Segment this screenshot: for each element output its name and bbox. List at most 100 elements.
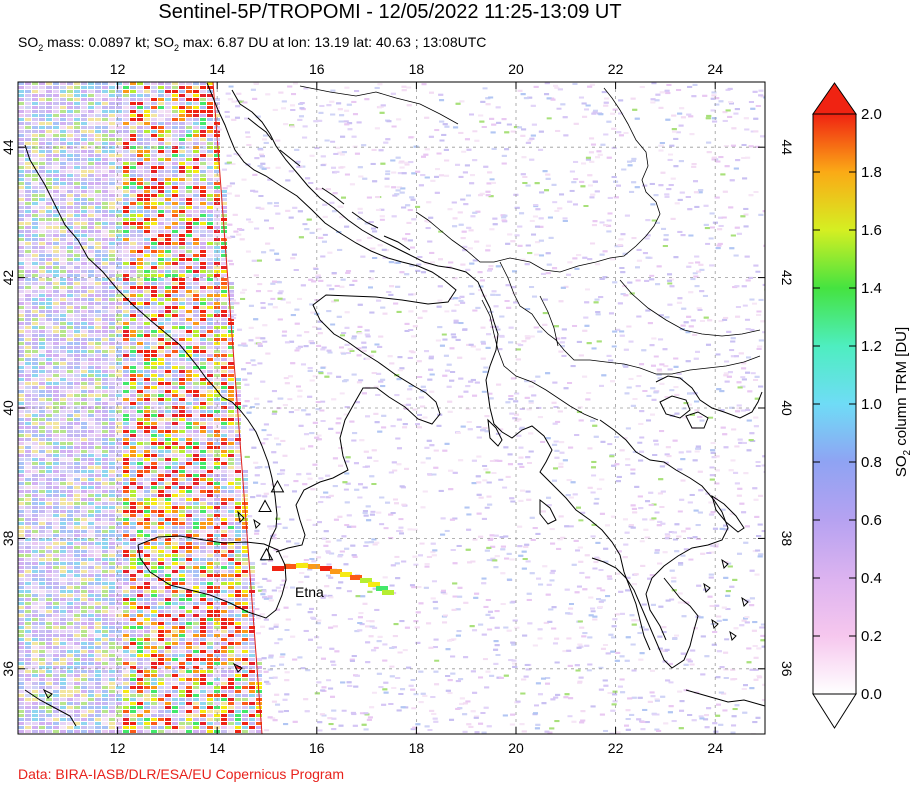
so2-pixel xyxy=(186,470,192,473)
so2-pixel xyxy=(102,102,108,105)
so2-pixel xyxy=(53,370,59,373)
so2-pixel xyxy=(60,130,66,133)
so2-pixel xyxy=(81,446,87,449)
so2-pixel xyxy=(144,202,150,205)
so2-pixel xyxy=(158,610,164,613)
so2-pixel xyxy=(151,466,157,469)
so2-pixel xyxy=(81,558,87,561)
so2-pixel xyxy=(116,622,122,625)
so2-pixel xyxy=(186,422,192,425)
so2-pixel xyxy=(95,590,101,593)
so2-pixel xyxy=(74,118,80,121)
so2-pixel xyxy=(130,110,136,113)
so2-pixel xyxy=(95,86,101,89)
so2-pixel xyxy=(158,350,164,353)
so2-pixel xyxy=(130,694,136,697)
so2-pixel xyxy=(46,186,52,189)
so2-pixel xyxy=(137,594,143,597)
so2-pixel xyxy=(172,662,178,665)
so2-pixel xyxy=(151,378,157,381)
so2-pixel xyxy=(18,386,24,389)
so2-pixel xyxy=(158,534,164,537)
so2-pixel xyxy=(186,662,192,665)
so2-pixel xyxy=(151,350,157,353)
so2-pixel xyxy=(18,150,24,153)
so2-pixel xyxy=(186,278,192,281)
so2-pixel xyxy=(193,658,199,661)
so2-pixel xyxy=(151,678,157,681)
so2-pixel xyxy=(74,190,80,193)
so2-pixel xyxy=(158,190,164,193)
so2-pixel xyxy=(144,542,150,545)
so2-pixel xyxy=(95,586,101,589)
so2-pixel xyxy=(46,390,52,393)
so2-pixel xyxy=(53,586,59,589)
so2-pixel xyxy=(53,682,59,685)
so2-pixel xyxy=(137,686,143,689)
so2-pixel xyxy=(39,118,45,121)
so2-pixel xyxy=(46,334,52,337)
so2-pixel xyxy=(193,130,199,133)
so2-pixel xyxy=(249,706,255,709)
so2-pixel xyxy=(235,398,241,401)
so2-pixel xyxy=(39,190,45,193)
so2-pixel xyxy=(46,426,52,429)
so2-pixel xyxy=(95,326,101,329)
so2-pixel xyxy=(200,274,206,277)
so2-pixel xyxy=(74,478,80,481)
so2-pixel xyxy=(242,470,248,473)
so2-pixel xyxy=(200,338,206,341)
so2-pixel xyxy=(200,138,206,141)
so2-pixel xyxy=(186,86,192,89)
so2-pixel xyxy=(46,174,52,177)
so2-pixel xyxy=(228,618,234,621)
so2-pixel xyxy=(74,602,80,605)
so2-pixel xyxy=(158,670,164,673)
so2-pixel xyxy=(18,94,24,97)
so2-pixel xyxy=(207,398,213,401)
so2-pixel xyxy=(32,342,38,345)
so2-pixel xyxy=(46,626,52,629)
so2-pixel xyxy=(32,202,38,205)
so2-pixel xyxy=(186,506,192,509)
so2-pixel xyxy=(165,678,171,681)
so2-pixel xyxy=(186,102,192,105)
so2-pixel xyxy=(165,278,171,281)
so2-pixel xyxy=(130,350,136,353)
so2-pixel xyxy=(116,254,122,257)
so2-pixel xyxy=(46,706,52,709)
so2-pixel xyxy=(123,262,129,265)
so2-pixel xyxy=(207,186,213,189)
so2-pixel xyxy=(172,630,178,633)
so2-pixel xyxy=(88,178,94,181)
so2-pixel xyxy=(144,182,150,185)
so2-pixel xyxy=(228,450,234,453)
so2-pixel xyxy=(53,390,59,393)
so2-pixel xyxy=(39,150,45,153)
so2-pixel xyxy=(165,354,171,357)
so2-pixel xyxy=(137,362,143,365)
so2-pixel xyxy=(39,694,45,697)
so2-pixel xyxy=(25,614,31,617)
so2-pixel xyxy=(144,374,150,377)
so2-pixel xyxy=(81,178,87,181)
so2-pixel xyxy=(46,494,52,497)
so2-pixel xyxy=(95,502,101,505)
so2-pixel xyxy=(67,478,73,481)
so2-pixel xyxy=(158,418,164,421)
so2-pixel xyxy=(53,510,59,513)
so2-pixel xyxy=(151,646,157,649)
so2-pixel xyxy=(18,650,24,653)
so2-pixel xyxy=(221,386,227,389)
so2-pixel xyxy=(46,402,52,405)
so2-pixel xyxy=(144,390,150,393)
so2-pixel xyxy=(186,214,192,217)
so2-pixel xyxy=(67,710,73,713)
so2-pixel xyxy=(116,390,122,393)
so2-pixel xyxy=(151,694,157,697)
so2-pixel xyxy=(39,514,45,517)
so2-pixel xyxy=(158,506,164,509)
so2-pixel xyxy=(165,490,171,493)
so2-pixel xyxy=(25,454,31,457)
so2-pixel xyxy=(172,446,178,449)
